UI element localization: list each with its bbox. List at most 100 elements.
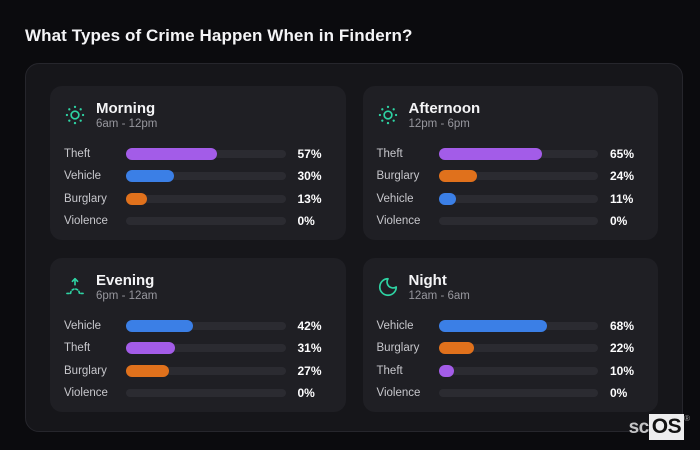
bar-fill — [438, 170, 477, 183]
scos-logo: sc OS ® — [628, 414, 690, 440]
bar-row: Theft 31% — [64, 341, 332, 355]
bar-row: Theft 65% — [376, 146, 645, 161]
panel-subtitle: 6am - 12pm — [96, 118, 158, 131]
bar-row: Violence 0% — [376, 214, 645, 229]
bar-track — [126, 364, 286, 377]
bar-track — [126, 147, 286, 160]
page-title: What Types of Crime Happen When in Finde… — [25, 26, 413, 45]
bar-value: 0% — [297, 214, 315, 229]
bar-row: Vehicle 11% — [376, 191, 645, 206]
panel-afternoon: Afternoon 12pm - 6pm Theft 65% Burglary 24%… — [362, 86, 658, 240]
sun-icon — [377, 104, 399, 126]
bar-chart: Vehicle 42% Theft 31% Burglary 27% Violence 0% — [62, 318, 334, 401]
panel-evening: Evening 6pm - 12am Vehicle 42% Theft 31% Bur… — [50, 257, 346, 412]
bar-label: Vehicle — [376, 192, 414, 205]
panel-header: Morning 6am - 12pm — [64, 100, 334, 130]
panel-title: Night — [408, 271, 447, 289]
bar-track — [126, 319, 286, 332]
panel-title: Evening — [96, 271, 155, 289]
bar-value: 57% — [297, 146, 322, 161]
registered-trademark-icon: ® — [684, 414, 690, 423]
bar-label: Violence — [376, 387, 421, 399]
bar-value: 31% — [297, 341, 322, 355]
bar-label: Vehicle — [64, 319, 102, 332]
moon-icon — [377, 276, 399, 298]
bar-track — [438, 389, 598, 397]
bar-fill — [126, 342, 176, 354]
bar-row: Burglary 24% — [376, 169, 645, 184]
bar-fill — [126, 147, 217, 160]
bar-value: 65% — [610, 146, 635, 161]
bar-track — [438, 342, 598, 354]
bar-label: Violence — [376, 215, 421, 228]
bar-fill — [438, 342, 474, 354]
bar-chart: Theft 65% Burglary 24% Vehicle 11% Violence 0% — [375, 146, 647, 229]
bar-value: 27% — [297, 363, 322, 378]
bar-row: Theft 57% — [64, 146, 332, 161]
bar-value: 30% — [297, 169, 322, 184]
bar-row: Vehicle 30% — [64, 169, 332, 184]
sunset-icon — [64, 276, 86, 298]
bar-label: Theft — [376, 147, 403, 160]
bar-label: Vehicle — [376, 319, 414, 332]
bar-label: Burglary — [64, 364, 107, 377]
bar-fill — [438, 192, 457, 205]
scos-logo-prefix: sc — [628, 417, 650, 438]
bar-value: 10% — [610, 363, 635, 378]
bar-track — [438, 217, 598, 226]
panel-header: Evening 6pm - 12am — [64, 272, 334, 302]
panel-header: Afternoon 12pm - 6pm — [377, 100, 647, 130]
bar-track — [438, 147, 598, 160]
bar-row: Burglary 22% — [376, 341, 645, 355]
bar-value: 42% — [297, 318, 322, 333]
bar-track — [126, 192, 286, 205]
bar-label: Theft — [376, 364, 403, 377]
panel-title: Afternoon — [408, 100, 481, 117]
bar-fill — [438, 147, 543, 160]
bar-label: Burglary — [64, 192, 107, 205]
panel-night: Night 12am - 6am Vehicle 68% Burglary 22% Th… — [362, 257, 658, 412]
bar-track — [438, 319, 598, 332]
bar-track — [438, 364, 598, 377]
bar-track — [126, 217, 286, 226]
bar-value: 68% — [610, 318, 635, 333]
bar-label: Vehicle — [64, 170, 102, 183]
bar-track — [126, 389, 286, 397]
scos-logo-suffix: OS — [648, 414, 685, 440]
bar-value: 22% — [610, 341, 635, 355]
bar-fill — [126, 319, 193, 332]
panel-header: Night 12am - 6am — [377, 272, 647, 302]
bar-track — [438, 170, 598, 183]
bar-value: 0% — [610, 214, 628, 229]
bar-fill — [126, 364, 170, 377]
crime-time-dashboard: Morning 6am - 12pm Theft 57% Vehicle 30% Bur… — [25, 63, 683, 432]
bar-label: Theft — [64, 147, 91, 160]
panel-title: Morning — [96, 100, 156, 117]
bar-row: Theft 10% — [376, 363, 645, 378]
bar-label: Violence — [64, 387, 108, 399]
bar-row: Burglary 13% — [64, 192, 332, 206]
bar-value: 11% — [610, 191, 634, 206]
bar-row: Burglary 27% — [64, 363, 332, 378]
bar-fill — [126, 170, 174, 183]
panel-subtitle: 12pm - 6pm — [408, 118, 470, 131]
bar-row: Violence 0% — [64, 214, 332, 229]
bar-value: 24% — [610, 169, 635, 184]
bar-value: 0% — [610, 386, 628, 400]
bar-chart: Vehicle 68% Burglary 22% Theft 10% Violence 0% — [375, 318, 647, 401]
bar-label: Theft — [64, 342, 91, 354]
bar-row: Violence 0% — [376, 386, 645, 400]
bar-label: Violence — [64, 215, 108, 228]
panel-morning: Morning 6am - 12pm Theft 57% Vehicle 30% Bur… — [50, 86, 346, 240]
bar-label: Burglary — [376, 342, 420, 354]
bar-chart: Theft 57% Vehicle 30% Burglary 13% Violence 0% — [62, 146, 334, 229]
sun-icon — [64, 104, 86, 126]
bar-value: 0% — [297, 386, 315, 400]
bar-track — [126, 342, 286, 354]
bar-row: Vehicle 68% — [376, 318, 645, 333]
bar-fill — [438, 364, 455, 377]
bar-fill — [438, 319, 547, 332]
bar-row: Violence 0% — [64, 386, 332, 400]
bar-label: Burglary — [376, 170, 420, 183]
panel-subtitle: 12am - 6am — [408, 290, 470, 302]
